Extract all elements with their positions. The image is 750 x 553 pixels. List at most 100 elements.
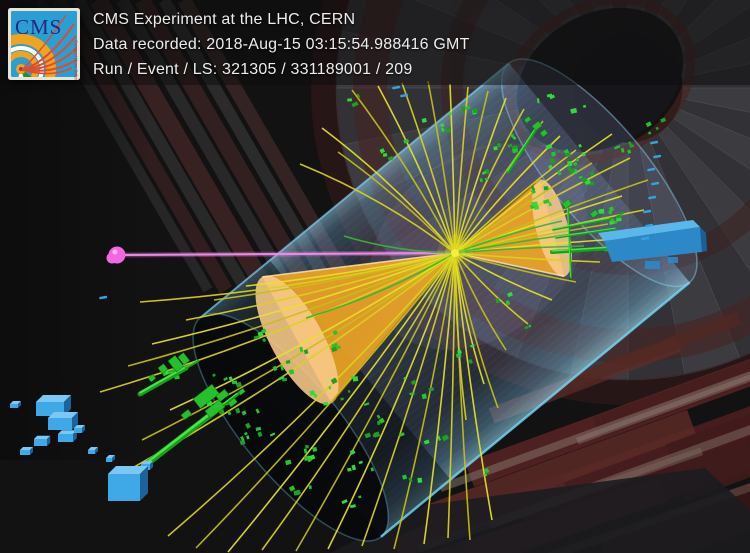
calo-hit: [341, 499, 348, 505]
calo-hit: [231, 380, 238, 385]
muon-green-box: [237, 387, 246, 396]
calo-hit: [524, 325, 529, 330]
vertex-point: [451, 249, 459, 257]
calo-hit: [347, 389, 351, 394]
calo-hit: [465, 105, 471, 110]
calo-hit: [351, 464, 357, 471]
cylinder-rib: [370, 269, 680, 525]
calo-hit: [262, 337, 267, 343]
cylinder-rib: [359, 255, 669, 511]
cylinder-rib: [351, 246, 661, 502]
muon-green-box: [523, 115, 532, 124]
muon-chamber-box: [10, 404, 18, 408]
calo-hit: [382, 152, 388, 157]
track-yellow: [139, 252, 456, 303]
calo-hit: [479, 178, 484, 183]
muon-green-box: [215, 388, 230, 402]
track-yellow: [295, 252, 456, 552]
calo-hit: [378, 417, 385, 424]
muon-green-beam-highlight: [506, 124, 539, 172]
muon-chamber-box: [140, 466, 148, 501]
muon-chamber-dash: [392, 85, 401, 90]
calo-hit: [246, 435, 250, 440]
muon-green-beam: [137, 365, 189, 397]
calo-hit: [370, 467, 374, 472]
muon-chamber-tab: [668, 257, 678, 263]
calo-hit: [468, 359, 473, 364]
calo-hit: [379, 148, 386, 154]
track-yellow: [299, 163, 456, 254]
calo-hit: [358, 495, 362, 499]
muon-chamber-dash: [650, 140, 659, 145]
calo-hit: [582, 104, 587, 109]
track-yellow: [454, 157, 631, 254]
track-yellow: [393, 252, 456, 550]
barrel-yoke-blocks: [330, 311, 750, 553]
track-yellow: [454, 252, 499, 409]
calo-hit: [278, 375, 285, 381]
muon-chamber-box: [74, 425, 85, 428]
muon-chamber-slab: [700, 227, 707, 252]
muon-chamber-box: [20, 447, 33, 450]
calo-hit: [531, 189, 537, 195]
cylinder-rib: [374, 274, 684, 530]
calo-hit: [223, 376, 228, 382]
calo-hit: [543, 199, 550, 204]
muon-chamber-box: [73, 430, 77, 442]
muon-green-beam-highlight: [185, 359, 198, 368]
muon-chamber-dash: [641, 236, 650, 241]
calo-hit: [548, 202, 552, 207]
calo-hit: [409, 392, 415, 395]
muon-chamber-box: [30, 447, 33, 455]
calo-hit: [303, 349, 309, 355]
cylinder-rib: [336, 227, 646, 484]
track-yellow: [427, 80, 456, 254]
muon-chamber-dash: [643, 209, 652, 214]
calo-hit: [483, 473, 488, 477]
muon-chamber-box: [108, 466, 148, 474]
calo-hit: [328, 386, 332, 390]
track-yellow: [361, 252, 456, 547]
calo-hit: [403, 376, 407, 380]
muon-green-beam: [555, 228, 617, 239]
calo-hit: [575, 157, 580, 162]
jet-edge-highlight: [454, 252, 565, 278]
calo-hit: [573, 161, 578, 167]
calo-hit: [285, 359, 291, 365]
calo-hit: [608, 210, 613, 215]
calo-hit: [567, 160, 573, 167]
endcap-wedge: [666, 118, 750, 211]
calo-hit: [309, 390, 316, 396]
collision-vertex: [437, 235, 473, 271]
data-recorded: Data recorded: 2018-Aug-15 03:15:54.9884…: [93, 36, 470, 53]
yoke-slab: [568, 311, 742, 389]
muon-chamber-box: [34, 435, 51, 439]
muon-chamber-box: [58, 430, 77, 434]
calo-hit: [285, 459, 292, 466]
calo-hit: [323, 401, 329, 406]
track-yellow: [327, 252, 456, 550]
calo-hit: [448, 112, 452, 116]
calo-hit: [457, 349, 462, 355]
calo-hit: [460, 106, 466, 111]
track-yellow: [454, 252, 553, 301]
muon-green-box: [561, 198, 573, 210]
cylinder-rib: [366, 264, 676, 521]
muon-dot-highlight: [112, 249, 118, 255]
muon-chamber-box: [112, 455, 115, 462]
calo-hit: [402, 474, 408, 480]
calo-hit: [648, 131, 652, 135]
calo-hit: [440, 123, 445, 128]
muon-line: [116, 251, 456, 257]
muon-green-beam-highlight: [552, 217, 610, 230]
track-yellow: [447, 252, 456, 539]
calo-hit: [376, 414, 381, 419]
muon-chamber-box: [58, 434, 73, 442]
calo-hit: [312, 446, 318, 452]
yoke-ring: [353, 0, 750, 363]
calo-hit: [578, 143, 582, 148]
logo-subtitle: Compact Muon Solenoid: [74, 40, 79, 80]
muon-green-beam: [552, 218, 611, 231]
